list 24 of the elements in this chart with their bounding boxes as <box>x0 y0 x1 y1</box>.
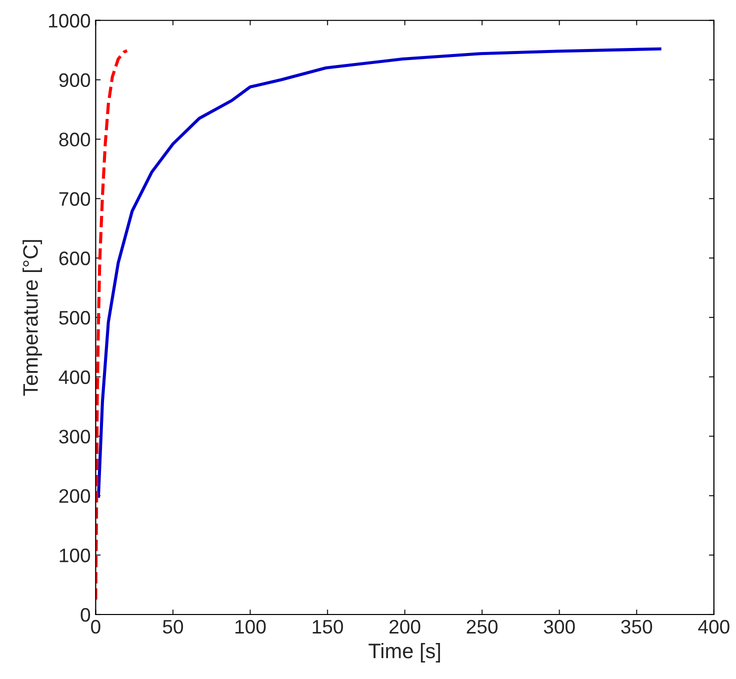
x-axis-title: Time [s] <box>368 643 440 662</box>
x-tick-label: 100 <box>236 620 266 634</box>
x-tick-label: 50 <box>162 620 184 634</box>
x-tick-label: 300 <box>544 620 575 634</box>
x-tick-label: 200 <box>390 620 420 634</box>
x-tick-label: 250 <box>466 620 498 634</box>
y-tick-label: 300 <box>59 430 90 444</box>
y-tick-label: 500 <box>59 310 90 325</box>
y-tick-label: 100 <box>60 548 90 562</box>
y-tick-label: 600 <box>59 251 90 266</box>
y-tick-label: 1000 <box>49 14 90 28</box>
y-tick-label: 200 <box>59 489 90 503</box>
y-tick-label: 900 <box>59 73 90 88</box>
y-tick-label: 0 <box>80 608 90 622</box>
x-tick-label: 350 <box>621 620 652 634</box>
x-tick-label: 0 <box>91 620 100 634</box>
y-axis-title: Temperature [°C] <box>22 240 42 396</box>
x-tick-label: 400 <box>698 620 730 634</box>
y-tick-label: 400 <box>58 370 90 384</box>
line-series <box>96 47 662 498</box>
y-tick-label: 800 <box>59 132 90 146</box>
line-series <box>96 49 129 602</box>
x-tick-label: 150 <box>312 620 343 634</box>
y-tick-label: 700 <box>59 192 90 206</box>
